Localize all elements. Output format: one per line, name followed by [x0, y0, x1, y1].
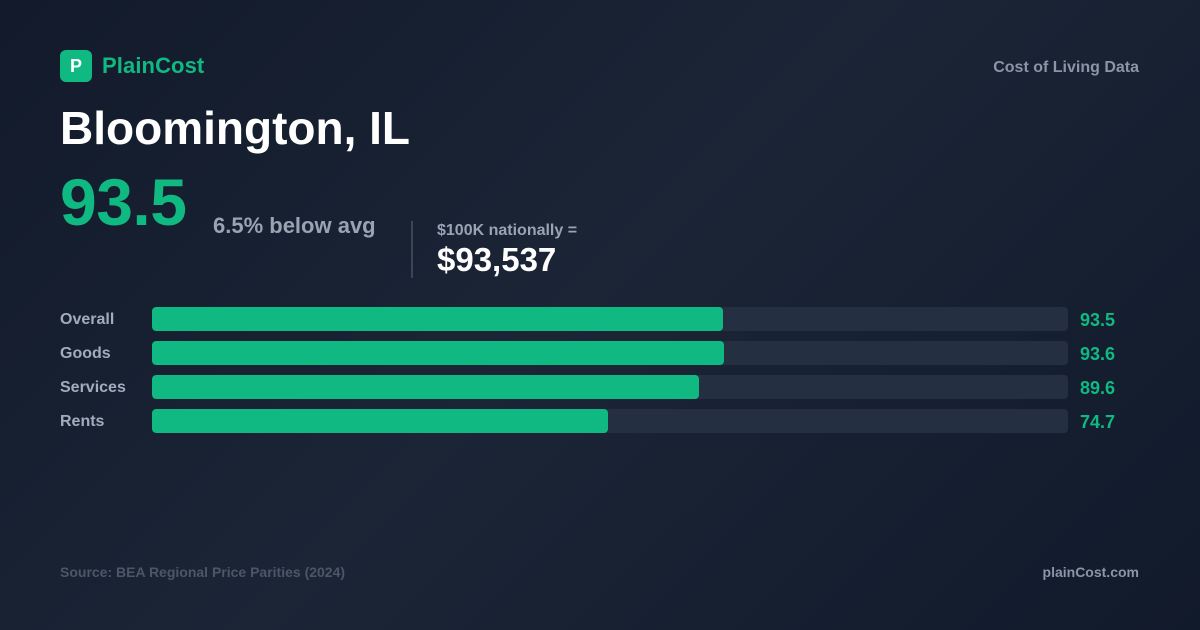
bar-label: Rents	[60, 413, 105, 430]
bar-track	[152, 341, 1068, 365]
bar-row-goods: Goods 93.6	[60, 340, 1140, 374]
bar-row-overall: Overall 93.5	[60, 306, 1140, 340]
equivalent-label: $100K nationally =	[437, 222, 578, 239]
bar-value-label: 93.6	[1080, 344, 1116, 364]
bar-value-label: 74.7	[1080, 412, 1116, 432]
bar-value-label: 93.5	[1080, 310, 1116, 330]
logo-icon: P	[60, 50, 92, 82]
bar-row-rents: Rents 74.7	[60, 408, 1140, 442]
bar-label: Overall	[60, 311, 115, 328]
brand-name: PlainCost	[102, 53, 205, 78]
site-link[interactable]: plainCost.com	[1042, 564, 1139, 580]
brand-header: P PlainCost	[60, 50, 204, 82]
equivalent-value: $93,537	[437, 241, 557, 278]
bar-services	[152, 375, 700, 399]
source-note: Source: BEA Regional Price Parities (202…	[60, 564, 346, 580]
bar-track	[152, 375, 1068, 399]
bar-row-services: Services 89.6	[60, 374, 1140, 408]
page-title: Bloomington, IL	[60, 102, 411, 154]
category-bar-chart: Overall 93.5 Goods 93.6 Services 89.6 Rents 74.…	[60, 306, 1140, 442]
divider	[411, 221, 413, 278]
index-score: 93.5	[60, 165, 187, 239]
comparison-caption: 6.5% below avg	[213, 213, 376, 238]
bar-track	[152, 307, 1068, 331]
bar-track	[152, 409, 1068, 433]
bar-rents	[152, 409, 609, 433]
bar-value-label: 89.6	[1080, 378, 1116, 398]
bar-goods	[152, 341, 724, 365]
bar-label: Goods	[60, 345, 111, 362]
tagline: Cost of Living Data	[993, 59, 1139, 76]
bar-overall	[152, 307, 723, 331]
bar-label: Services	[60, 379, 126, 396]
